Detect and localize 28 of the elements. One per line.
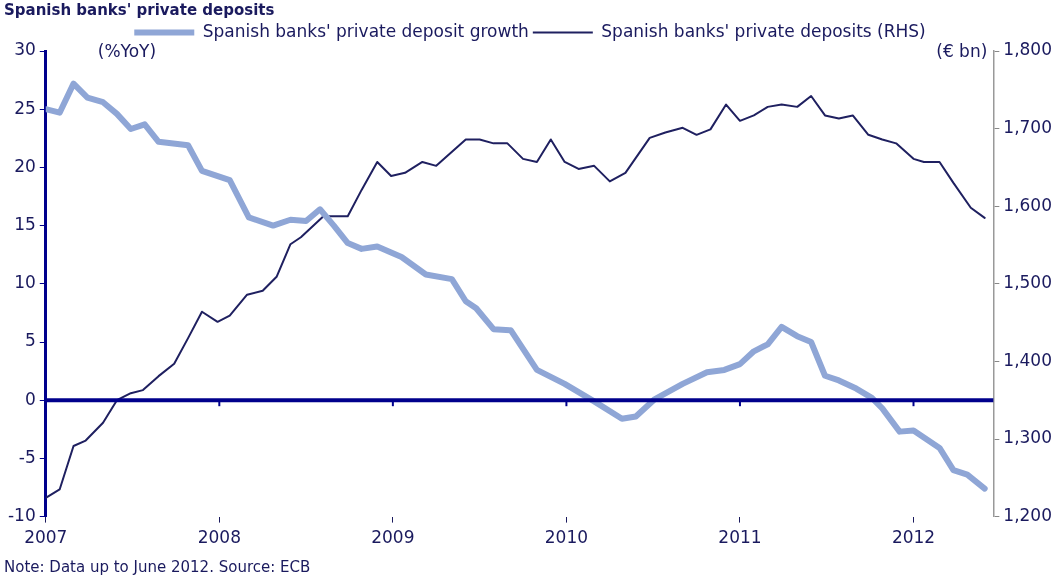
y-axis-title: (%YoY)	[97, 41, 157, 62]
text: Note: Data up to June 2012. Source: ECB	[4, 558, 311, 576]
y-tick-label: -5	[18, 446, 36, 467]
y-tick-label: 15	[14, 214, 36, 235]
y-tick-label: 0	[24, 388, 36, 409]
x-tick-label: 2012	[891, 527, 936, 548]
y-tick-label: 20	[14, 155, 36, 176]
y2-tick-label: 1,200	[1003, 505, 1052, 526]
y-tick-label: 10	[14, 272, 36, 293]
y2-tick-label: 1,400	[1003, 349, 1052, 370]
x-tick-label: 2008	[197, 527, 241, 548]
chart-title: Spanish banks' private deposits	[4, 0, 275, 19]
y-tick-label: 5	[24, 330, 36, 351]
y2-tick-label: 1,600	[1003, 194, 1052, 215]
y2-tick-label: 1,300	[1003, 427, 1052, 448]
y-tick-label: -10	[7, 505, 36, 526]
y2-tick-label: 1,500	[1003, 272, 1052, 293]
x-tick-label: 2009	[371, 527, 415, 548]
x-tick-label: 2010	[544, 527, 589, 548]
legend-label: Spanish banks' private deposits (RHS)	[601, 20, 926, 41]
legend-label: Spanish banks' private deposit growth	[202, 20, 529, 41]
y2-axis-title: (€ bn)	[936, 41, 988, 62]
y-tick-label: 25	[14, 97, 36, 118]
x-tick-label: 2011	[718, 527, 762, 548]
y2-tick-label: 1,800	[1003, 39, 1052, 60]
y2-tick-label: 1,700	[1003, 117, 1052, 138]
y-tick-label: 30	[14, 39, 36, 60]
x-tick-label: 2007	[24, 527, 68, 548]
